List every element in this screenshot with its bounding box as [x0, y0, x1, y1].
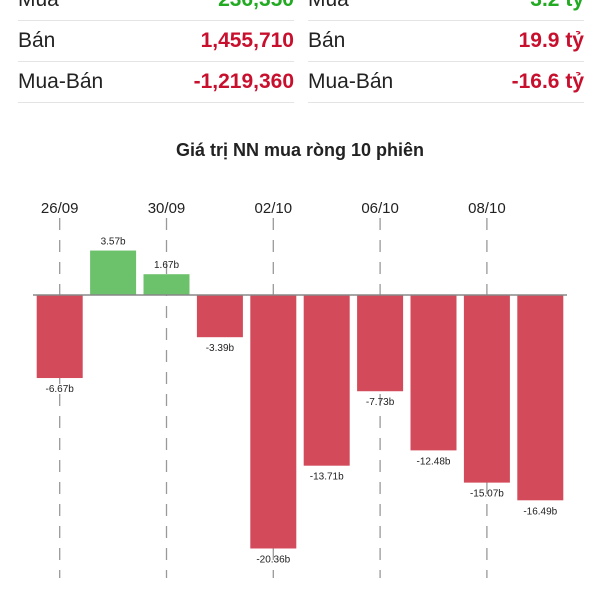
value-panel: Mua 3.2 tỷ Bán 19.9 tỷ Mua-Bán -16.6 tỷ — [308, 0, 584, 103]
value-sell-value: 19.9 tỷ — [518, 29, 584, 52]
bar-value-label: 1.67b — [154, 260, 179, 271]
volume-buy-label: Mua — [18, 0, 59, 12]
volume-buy-value: 236,350 — [218, 0, 294, 12]
bar — [463, 295, 510, 483]
bar — [196, 295, 243, 338]
date-tick-label: 26/09 — [41, 200, 79, 217]
date-tick-label: 06/10 — [361, 200, 399, 217]
bar-value-label: -6.67b — [46, 384, 75, 395]
value-sell-row: Bán 19.9 tỷ — [308, 21, 584, 62]
value-sell-label: Bán — [308, 29, 346, 52]
bar — [303, 295, 350, 466]
bar — [517, 295, 564, 501]
bar-value-label: -20.36b — [256, 554, 290, 565]
value-net-row: Mua-Bán -16.6 tỷ — [308, 62, 584, 103]
volume-net-row: Mua-Bán -1,219,360 — [18, 62, 294, 103]
bar — [36, 295, 83, 379]
date-tick-label: 30/09 — [148, 200, 186, 217]
bar-value-label: -12.48b — [417, 456, 451, 467]
value-net-value: -16.6 tỷ — [511, 70, 584, 93]
bar — [410, 295, 457, 451]
date-tick-label: 02/10 — [255, 200, 293, 217]
value-buy-row: Mua 3.2 tỷ — [308, 0, 584, 21]
bar — [250, 295, 297, 549]
bar-value-label: -15.07b — [470, 489, 504, 500]
volume-sell-label: Bán — [18, 29, 56, 52]
chart-title: Giá trị NN mua ròng 10 phiên — [175, 140, 425, 160]
volume-net-label: Mua-Bán — [18, 70, 104, 93]
bar — [90, 250, 137, 295]
bar-value-label: 3.57b — [101, 237, 126, 248]
bar — [357, 295, 404, 392]
date-tick-label: 08/10 — [468, 200, 506, 217]
bar-value-label: -7.73b — [366, 397, 395, 408]
volume-sell-row: Bán 1,455,710 — [18, 21, 294, 62]
volume-panel: Mua 236,350 Bán 1,455,710 Mua-Bán -1,219… — [18, 0, 294, 103]
bar-value-label: -13.71b — [310, 472, 344, 483]
bar-value-label: -3.39b — [206, 343, 235, 354]
volume-sell-value: 1,455,710 — [200, 29, 294, 52]
bar — [143, 274, 190, 295]
value-buy-label: Mua — [308, 0, 349, 12]
trade-stats: Mua 236,350 Bán 1,455,710 Mua-Bán -1,219… — [0, 0, 600, 104]
value-net-label: Mua-Bán — [308, 70, 394, 93]
volume-buy-row: Mua 236,350 — [18, 0, 294, 21]
volume-net-value: -1,219,360 — [193, 70, 294, 93]
value-buy-value: 3.2 tỷ — [530, 0, 584, 12]
bar-value-label: -16.49b — [523, 506, 557, 517]
